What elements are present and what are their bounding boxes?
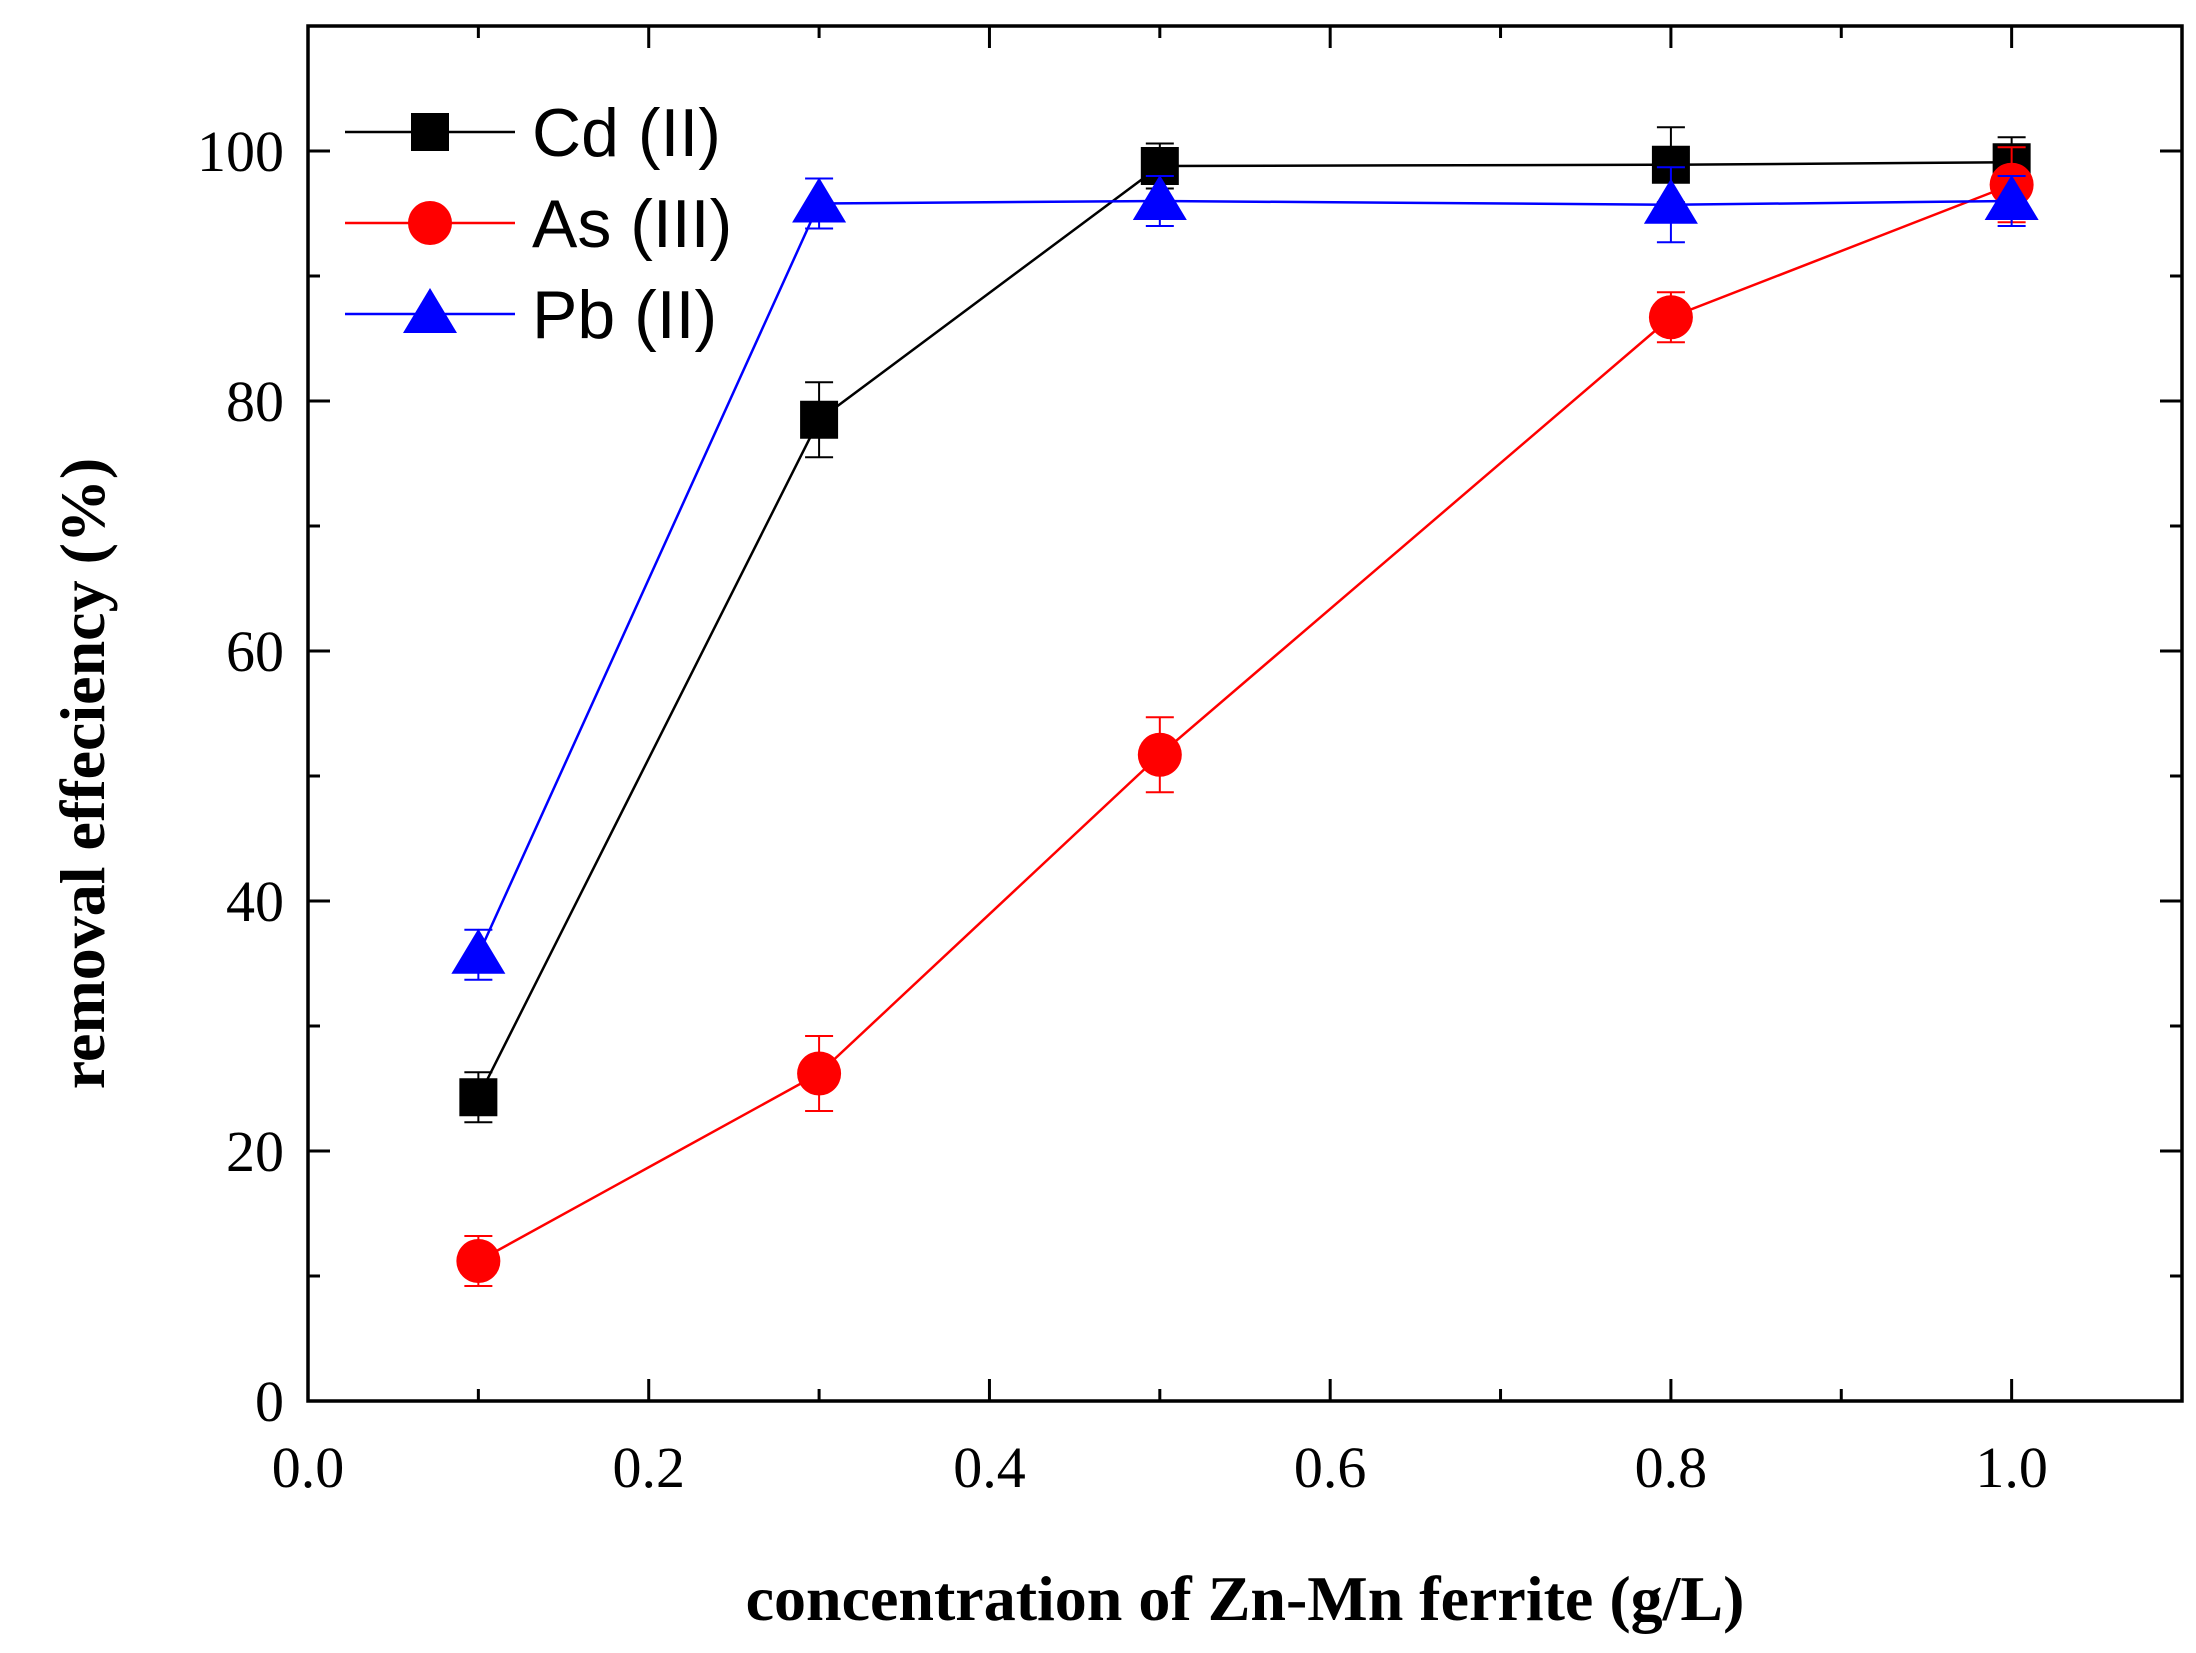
- data-point-pb-ii: [451, 928, 506, 974]
- x-tick-label: 0.6: [1294, 1435, 1367, 1500]
- data-point-as-iii: [1648, 295, 1693, 340]
- data-point-pb-ii: [792, 177, 847, 223]
- data-point-as-iii: [456, 1239, 501, 1283]
- data-point-pb-ii: [1984, 175, 2039, 220]
- legend-label: Cd (II): [532, 95, 721, 171]
- legend-item-pb-ii: Pb (II): [345, 277, 717, 353]
- plot-frame: [306, 24, 2184, 1403]
- legend-marker: [408, 201, 452, 245]
- axis-layer: 0.0 0.2 0.4 0.6 0.8 1.0 0 20 40 60 80 100: [197, 26, 2184, 1500]
- legend-item-cd-ii: Cd (II): [345, 95, 721, 171]
- series-pb-ii: [451, 166, 2039, 981]
- x-axis-title: concentration of Zn-Mn ferrite (g/L): [746, 1563, 1745, 1634]
- x-tick-label: 0.2: [612, 1435, 685, 1500]
- y-axis-title: removal effeciency (%): [47, 458, 118, 1089]
- x-tick-label: 1.0: [1975, 1435, 2048, 1500]
- data-point-as-iii: [797, 1051, 842, 1096]
- y-tick-label: 60: [226, 619, 284, 684]
- series-layer: [451, 126, 2039, 1287]
- data-point-pb-ii: [1132, 175, 1187, 220]
- legend-label: Pb (II): [532, 277, 717, 353]
- legend: Cd (II) As (III) Pb (II): [345, 95, 732, 353]
- series-as-iii: [456, 146, 2034, 1287]
- legend-label: As (III): [532, 186, 732, 262]
- data-point-as-iii: [1137, 732, 1182, 777]
- data-point-cd-ii: [459, 1078, 498, 1117]
- legend-marker: [411, 113, 449, 151]
- x-tick-label: 0.8: [1635, 1435, 1708, 1500]
- y-tick-label: 20: [226, 1119, 284, 1184]
- legend-item-as-iii: As (III): [345, 186, 732, 262]
- x-tick-label: 0.0: [272, 1435, 345, 1500]
- y-tick-label: 0: [255, 1369, 284, 1434]
- x-tick-label: 0.4: [953, 1435, 1026, 1500]
- data-point-cd-ii: [800, 400, 839, 439]
- y-tick-label: 40: [226, 869, 284, 934]
- y-tick-label: 80: [226, 369, 284, 434]
- legend-marker: [403, 288, 457, 333]
- y-tick-label: 100: [197, 119, 284, 184]
- data-point-pb-ii: [1643, 178, 1698, 224]
